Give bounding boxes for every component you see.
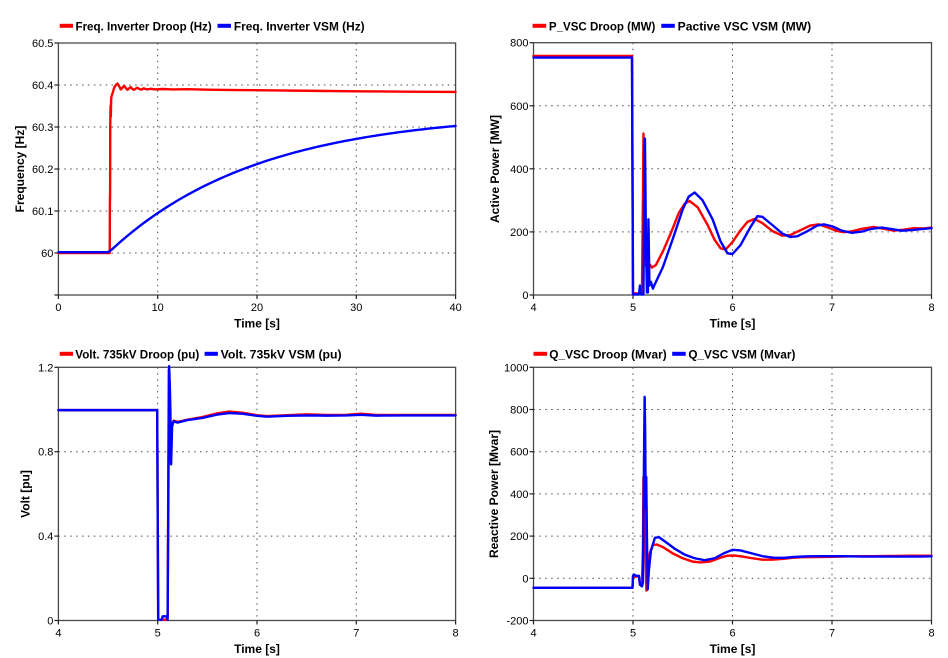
svg-text:Q_VSC Droop (Mvar): Q_VSC Droop (Mvar) (549, 347, 666, 361)
svg-text:Volt. 735kV VSM (pu): Volt. 735kV VSM (pu) (221, 347, 342, 361)
svg-text:0: 0 (522, 290, 528, 302)
svg-text:Q_VSC VSM (Mvar): Q_VSC VSM (Mvar) (688, 347, 795, 361)
svg-text:1000: 1000 (504, 362, 528, 374)
svg-text:4: 4 (530, 628, 536, 640)
svg-text:0: 0 (55, 302, 61, 314)
svg-text:Time [s]: Time [s] (710, 642, 756, 656)
svg-text:30: 30 (350, 302, 362, 314)
svg-text:-200: -200 (506, 616, 528, 628)
svg-text:7: 7 (353, 628, 359, 640)
svg-text:Time [s]: Time [s] (234, 317, 280, 331)
svg-text:1.2: 1.2 (38, 362, 53, 374)
svg-text:Frequency [Hz]: Frequency [Hz] (13, 126, 27, 213)
svg-text:200: 200 (510, 531, 528, 543)
svg-text:Reactive Power [Mvar]: Reactive Power [Mvar] (487, 430, 501, 558)
svg-text:8: 8 (453, 628, 459, 640)
svg-text:Freq. Inverter VSM (Hz): Freq. Inverter VSM (Hz) (234, 19, 365, 33)
svg-text:4: 4 (55, 628, 61, 640)
svg-text:400: 400 (510, 489, 528, 501)
svg-text:6: 6 (729, 302, 735, 314)
svg-text:Freq. Inverter Droop (Hz): Freq. Inverter Droop (Hz) (76, 19, 212, 33)
svg-text:Time [s]: Time [s] (710, 317, 756, 331)
svg-text:Volt [pu]: Volt [pu] (19, 470, 33, 518)
svg-text:400: 400 (510, 164, 528, 176)
svg-text:8: 8 (928, 302, 934, 314)
svg-text:Time [s]: Time [s] (234, 642, 280, 656)
svg-text:800: 800 (510, 38, 528, 50)
svg-text:5: 5 (630, 628, 636, 640)
svg-text:Pactive VSC VSM (MW): Pactive VSC VSM (MW) (678, 19, 812, 33)
svg-text:0.4: 0.4 (38, 531, 53, 543)
svg-text:0: 0 (47, 616, 53, 628)
svg-text:20: 20 (251, 302, 263, 314)
svg-text:60.2: 60.2 (32, 164, 53, 176)
svg-text:60: 60 (41, 248, 53, 260)
svg-text:600: 600 (510, 101, 528, 113)
svg-text:Active Power [MW]: Active Power [MW] (488, 115, 502, 223)
svg-text:600: 600 (510, 447, 528, 459)
svg-text:800: 800 (510, 405, 528, 417)
svg-text:5: 5 (630, 302, 636, 314)
svg-text:60.3: 60.3 (32, 122, 53, 134)
svg-text:60.4: 60.4 (32, 80, 53, 92)
svg-text:6: 6 (254, 628, 260, 640)
svg-text:0: 0 (522, 573, 528, 585)
svg-text:7: 7 (829, 628, 835, 640)
svg-text:60.5: 60.5 (32, 38, 53, 50)
svg-text:200: 200 (510, 227, 528, 239)
svg-text:8: 8 (928, 628, 934, 640)
svg-text:P_VSC Droop (MW): P_VSC Droop (MW) (549, 19, 656, 33)
svg-text:10: 10 (152, 302, 164, 314)
svg-text:4: 4 (530, 302, 536, 314)
svg-text:7: 7 (829, 302, 835, 314)
svg-text:40: 40 (449, 302, 461, 314)
svg-text:60.1: 60.1 (32, 206, 53, 218)
svg-text:Volt. 735kV Droop (pu): Volt. 735kV Droop (pu) (75, 347, 199, 361)
svg-text:0.8: 0.8 (38, 447, 53, 459)
svg-text:5: 5 (155, 628, 161, 640)
svg-text:6: 6 (729, 628, 735, 640)
